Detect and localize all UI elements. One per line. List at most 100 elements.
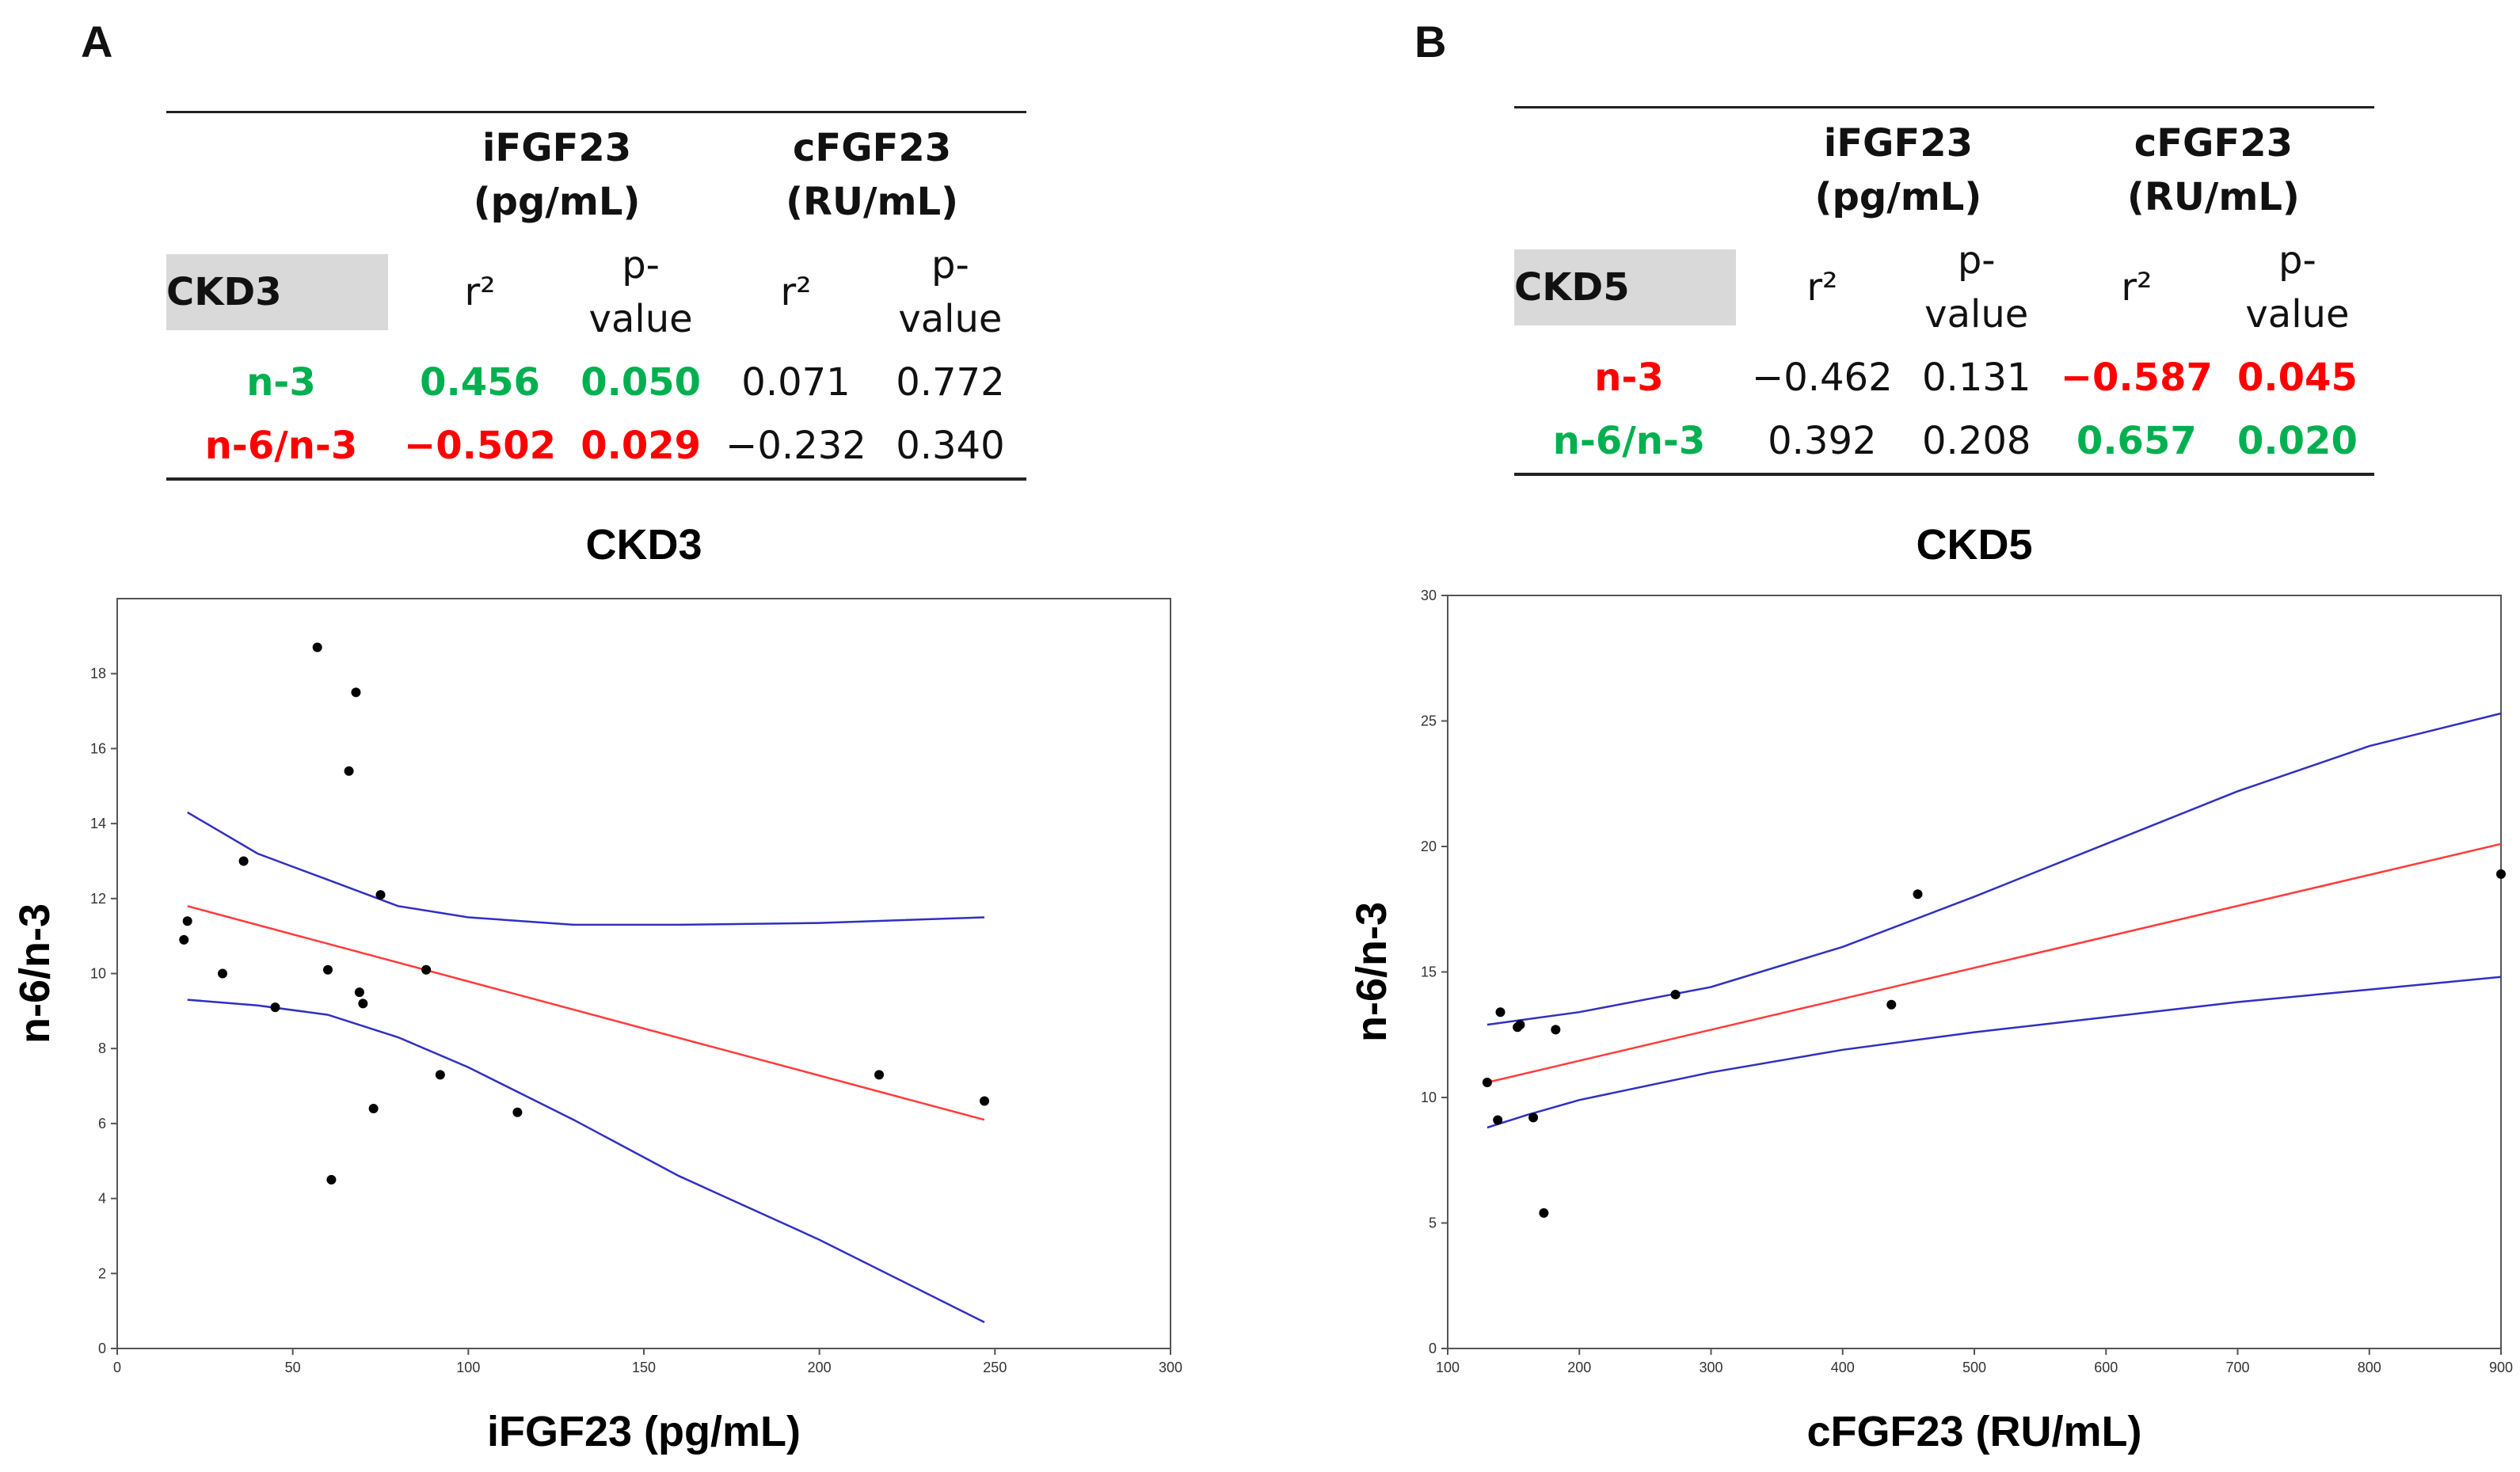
y-tick-label: 0 bbox=[1429, 1341, 1437, 1356]
data-point bbox=[326, 1174, 337, 1185]
data-point bbox=[874, 1070, 885, 1080]
table-cell: 0.029 bbox=[581, 424, 702, 468]
data-point bbox=[1482, 1077, 1492, 1087]
data-point bbox=[368, 1103, 379, 1113]
y-axis-title: n-6/n-3 bbox=[1348, 902, 1395, 1042]
plot-frame bbox=[116, 598, 1171, 1349]
table-cell: 0.657 bbox=[2076, 419, 2197, 463]
data-point bbox=[238, 856, 249, 866]
x-tick-label: 500 bbox=[1962, 1360, 1986, 1375]
stats-table-b: iFGF23 (pg/mL) cFGF23 (RU/mL) CKD5 r² p-… bbox=[1514, 106, 2374, 477]
data-point bbox=[1539, 1208, 1549, 1218]
x-tick-label: 300 bbox=[1159, 1360, 1182, 1375]
data-point bbox=[1515, 1020, 1525, 1030]
y-axis-title: n-6/n-3 bbox=[11, 903, 59, 1044]
data-point bbox=[1913, 889, 1923, 900]
table-cell: 0.456 bbox=[420, 360, 540, 405]
y-tick-label: 5 bbox=[1429, 1215, 1437, 1231]
data-point bbox=[1495, 1007, 1506, 1017]
table-cell: −0.462 bbox=[1752, 356, 1893, 400]
data-point bbox=[179, 934, 189, 945]
y-tick-label: 14 bbox=[90, 816, 106, 831]
pvalue-header: p-value bbox=[2245, 238, 2350, 337]
data-point bbox=[312, 642, 322, 652]
row-label: n-6/n-3 bbox=[204, 424, 358, 468]
table-cell: 0.131 bbox=[1922, 356, 2031, 400]
y-tick-label: 20 bbox=[1421, 839, 1437, 854]
table-cell: 0.392 bbox=[1768, 419, 1877, 463]
table-cell: −0.502 bbox=[404, 424, 557, 468]
data-point bbox=[1493, 1115, 1503, 1125]
group-label: CKD5 bbox=[1514, 249, 1736, 325]
table-cell: 0.772 bbox=[896, 360, 1005, 405]
r2-header: r² bbox=[780, 270, 812, 314]
col-header-cfgf23: cFGF23 (RU/mL) bbox=[2053, 108, 2374, 229]
x-tick-label: 600 bbox=[2094, 1360, 2118, 1375]
y-tick-label: 25 bbox=[1421, 713, 1437, 729]
col-header-line2: (RU/mL) bbox=[786, 180, 959, 224]
data-point bbox=[2496, 869, 2506, 879]
col-header-ifgf23: iFGF23 (pg/mL) bbox=[396, 113, 718, 234]
y-tick-label: 16 bbox=[90, 740, 106, 756]
col-header-line1: cFGF23 bbox=[792, 126, 952, 170]
y-tick-label: 10 bbox=[90, 966, 106, 982]
panel-letter-a: A bbox=[81, 17, 113, 67]
data-point bbox=[354, 987, 364, 998]
table-cell: 0.340 bbox=[896, 424, 1005, 468]
data-point bbox=[182, 916, 192, 926]
x-tick-label: 900 bbox=[2489, 1360, 2513, 1375]
y-tick-label: 0 bbox=[98, 1341, 106, 1356]
table-cell: 0.050 bbox=[581, 360, 702, 405]
x-tick-label: 50 bbox=[285, 1360, 301, 1375]
pvalue-header: p-value bbox=[1924, 238, 2029, 337]
table-cell: −0.587 bbox=[2060, 356, 2213, 400]
data-point bbox=[270, 1002, 280, 1013]
regression-line bbox=[187, 905, 985, 1121]
data-point bbox=[323, 964, 333, 975]
data-point bbox=[980, 1096, 990, 1106]
data-point bbox=[344, 766, 354, 776]
x-axis-title: cFGF23 (RU/mL) bbox=[1806, 1408, 2141, 1455]
col-header-ifgf23: iFGF23 (pg/mL) bbox=[1744, 108, 2053, 229]
data-point bbox=[351, 687, 361, 698]
data-point bbox=[358, 998, 368, 1009]
table-cell: 0.208 bbox=[1922, 419, 2031, 463]
y-tick-label: 4 bbox=[98, 1191, 106, 1207]
data-point bbox=[1886, 999, 1897, 1010]
chart-title: CKD3 bbox=[585, 521, 702, 569]
y-tick-label: 30 bbox=[1421, 588, 1437, 603]
x-tick-label: 200 bbox=[1567, 1360, 1591, 1375]
stats-table-a: iFGF23 (pg/mL) cFGF23 (RU/mL) CKD3 r² p-… bbox=[166, 111, 1026, 482]
x-tick-label: 700 bbox=[2225, 1360, 2249, 1375]
r2-header: r² bbox=[464, 270, 496, 314]
chart-ckd5: CKD5 100 200 300 400 500 600 700 800 900 0 5 10 15 20 2… bbox=[1348, 521, 2513, 1455]
r2-header: r² bbox=[2121, 265, 2153, 310]
data-point bbox=[512, 1107, 523, 1117]
data-point bbox=[1670, 990, 1681, 1000]
col-header-line1: cFGF23 bbox=[2134, 121, 2294, 165]
x-tick-label: 800 bbox=[2358, 1360, 2381, 1375]
data-point bbox=[1528, 1113, 1539, 1123]
ci-upper-line bbox=[1486, 712, 2502, 1026]
col-header-line2: (pg/mL) bbox=[1814, 175, 1982, 219]
data-point bbox=[435, 1070, 445, 1080]
pvalue-header: p-value bbox=[588, 243, 693, 341]
row-label: n-3 bbox=[246, 360, 316, 405]
ci-lower-line bbox=[1486, 976, 2502, 1129]
x-tick-label: 0 bbox=[113, 1360, 121, 1375]
x-tick-label: 250 bbox=[983, 1360, 1007, 1375]
col-header-line2: (RU/mL) bbox=[2126, 175, 2300, 219]
col-header-line2: (pg/mL) bbox=[473, 180, 641, 224]
x-tick-label: 300 bbox=[1699, 1360, 1723, 1375]
chart-title: CKD5 bbox=[1916, 521, 2032, 569]
data-point bbox=[1551, 1025, 1561, 1035]
col-header-line1: iFGF23 bbox=[482, 126, 632, 170]
y-tick-label: 10 bbox=[1421, 1090, 1437, 1105]
regression-line bbox=[1486, 843, 2502, 1084]
x-axis-title: iFGF23 (pg/mL) bbox=[487, 1408, 801, 1455]
y-tick-label: 6 bbox=[98, 1116, 106, 1132]
data-point bbox=[218, 968, 227, 979]
panel-letter-b: B bbox=[1414, 17, 1447, 67]
col-header-cfgf23: cFGF23 (RU/mL) bbox=[718, 113, 1026, 234]
